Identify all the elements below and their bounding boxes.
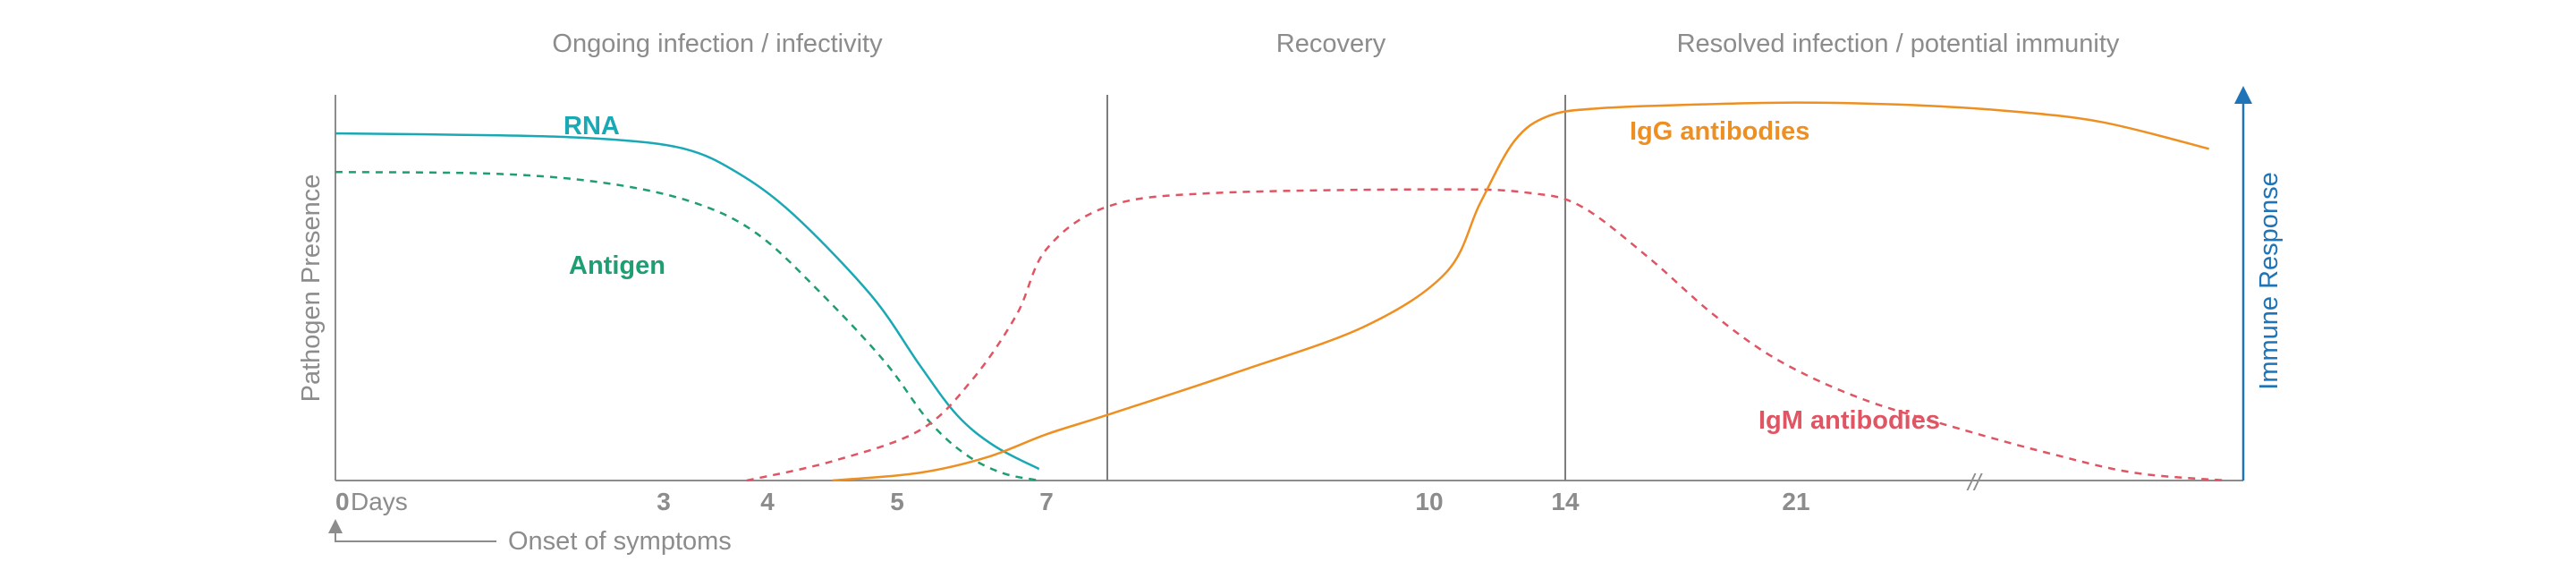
onset-bracket bbox=[335, 532, 496, 542]
series-line-rna bbox=[335, 132, 1040, 471]
x-tick-label-0: 0 bbox=[335, 488, 350, 515]
x-tick-label-7: 7 bbox=[1039, 488, 1054, 515]
phase-label-recovery: Recovery bbox=[1276, 30, 1386, 58]
phase-label-infection: Ongoing infection / infectivity bbox=[552, 30, 883, 58]
x-tick-label-10: 10 bbox=[1415, 488, 1443, 515]
onset-of-symptoms-label: Onset of symptoms bbox=[508, 527, 732, 556]
x-tick-label-5: 5 bbox=[890, 488, 904, 515]
series-label-rna: RNA bbox=[564, 112, 620, 140]
arrow-up-icon bbox=[2234, 86, 2252, 104]
x-tick-label-14: 14 bbox=[1551, 488, 1580, 515]
x-tick-label-21: 21 bbox=[1782, 488, 1809, 515]
onset-arrow-icon bbox=[328, 519, 343, 533]
series-label-igg: IgG antibodies bbox=[1630, 117, 1809, 146]
x-axis-unit-label: Days bbox=[351, 488, 408, 515]
x-tick-labels: 0 3 4 5 7 10 14 21 bbox=[335, 488, 1810, 515]
series-line-igm bbox=[746, 188, 2226, 482]
series-line-igg bbox=[832, 101, 2210, 482]
y-axis-left-label: Pathogen Presence bbox=[297, 174, 326, 403]
series-label-antigen: Antigen bbox=[569, 251, 665, 280]
y-axis-right-label: Immune Response bbox=[2255, 172, 2284, 389]
axis-break-marker: // bbox=[1966, 469, 1983, 496]
series-line-antigen bbox=[335, 170, 1039, 482]
phase-label-immunity: Resolved infection / potential immunity bbox=[1677, 30, 2120, 58]
x-tick-label-3: 3 bbox=[657, 488, 671, 515]
series-label-igm: IgM antibodies bbox=[1758, 406, 1940, 435]
x-tick-label-4: 4 bbox=[760, 488, 775, 515]
